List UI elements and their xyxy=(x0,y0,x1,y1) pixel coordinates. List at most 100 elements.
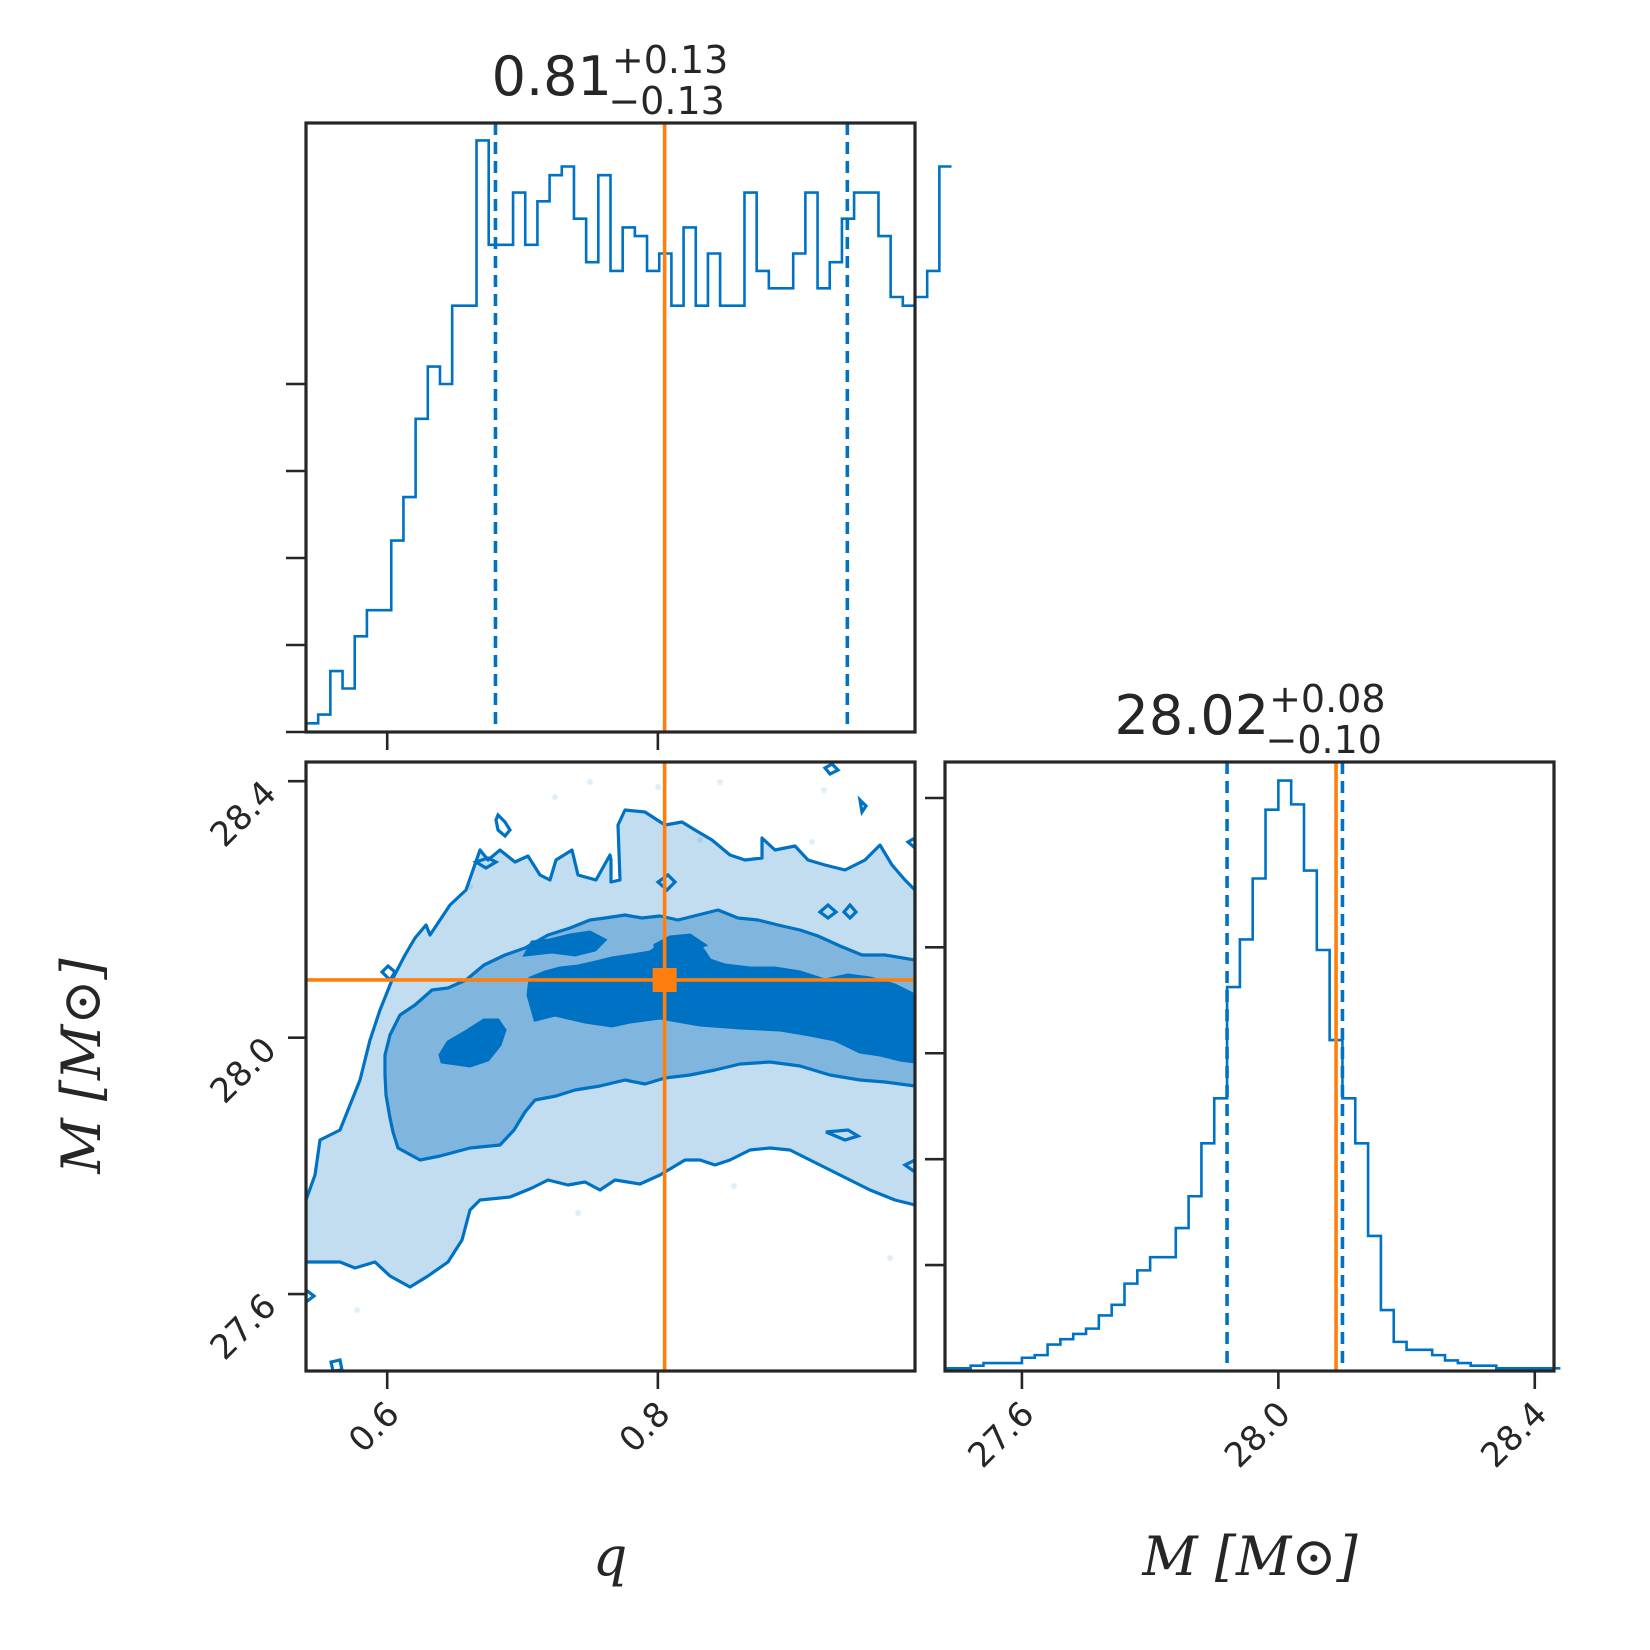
q-marginal-bin xyxy=(574,219,586,732)
q-marginal-bin xyxy=(866,193,878,732)
q-marginal-bin xyxy=(854,193,866,732)
M-marginal-bin xyxy=(1099,1315,1112,1371)
q-marginal-bin xyxy=(708,254,720,733)
q-marginal-panel: 0.81+0.13 −0.13 xyxy=(286,38,952,750)
q-marginal-bin xyxy=(818,288,830,732)
contour-inner-left xyxy=(438,1018,507,1068)
q-marginal-bin xyxy=(379,610,391,732)
q-marginal-bin xyxy=(744,193,756,732)
joint-ytick-label: 28.4 xyxy=(203,773,285,855)
M-marginal-bin xyxy=(1124,1284,1137,1371)
M-marginal-frame xyxy=(943,760,1556,1373)
q-marginal-bin xyxy=(403,497,415,732)
q-marginal-marks xyxy=(304,123,952,733)
q-marginal-bin xyxy=(367,610,379,732)
q-marginal-bin xyxy=(428,367,440,732)
M-marginal-bin xyxy=(1073,1334,1086,1371)
q-marginal-bin xyxy=(623,227,635,732)
q-marginal-bin xyxy=(513,193,525,732)
q-marginal-step xyxy=(304,139,952,732)
q-marginal-bin xyxy=(635,236,647,732)
q-marginal-bin xyxy=(732,306,744,732)
q-marginal-bin xyxy=(757,271,769,732)
M-marginal-bin xyxy=(1137,1270,1150,1371)
contour-inner-upper-right xyxy=(653,933,709,957)
M-marginal-title: 28.02+0.08 −0.10 xyxy=(1114,677,1385,762)
M-marginal-bin xyxy=(1035,1355,1048,1371)
M-marginal-bin xyxy=(1086,1329,1099,1371)
M-marginal-xtick-label: 28.4 xyxy=(1473,1394,1555,1476)
joint-xtick-label: 0.6 xyxy=(341,1394,408,1461)
M-marginal-bin xyxy=(1278,781,1291,1371)
joint-truth-marker xyxy=(652,967,677,992)
M-marginal-xtick-label: 28.0 xyxy=(1217,1394,1299,1476)
M-marginal-bin xyxy=(1291,804,1304,1371)
joint-ytick-label: 28.0 xyxy=(203,1030,285,1112)
q-plus: +0.13 xyxy=(612,38,728,82)
M-marginal-bin xyxy=(1227,987,1240,1371)
q-marginal-bin xyxy=(903,306,915,732)
M-marginal-bin xyxy=(1163,1257,1176,1371)
M-marginal-bin xyxy=(1240,939,1253,1371)
M-marginal-bin xyxy=(1022,1358,1035,1371)
M-minus: −0.10 xyxy=(1266,718,1382,762)
contour-inner-right xyxy=(526,936,915,1064)
q-marginal-bin xyxy=(684,227,696,732)
q-marginal-bin xyxy=(793,254,805,733)
joint-xtick-label: 0.8 xyxy=(612,1394,679,1461)
M-marginal-bin xyxy=(1368,1236,1381,1371)
joint-frame xyxy=(304,760,917,1373)
joint-ylabel: M [M⊙] xyxy=(50,958,113,1175)
q-marginal-bin xyxy=(355,636,367,732)
q-marginal-bin xyxy=(330,671,342,732)
q-marginal-bin xyxy=(830,262,842,732)
M-marginal-bin xyxy=(1189,1196,1202,1371)
q-marginal-ticks xyxy=(286,382,660,750)
q-minus: −0.13 xyxy=(608,79,724,123)
contour-inner-upper xyxy=(522,930,608,957)
M-marginal-bin xyxy=(1304,871,1317,1371)
q-marginal-bin xyxy=(878,236,890,732)
q-marginal-bin xyxy=(696,306,708,732)
M-marginal-bin xyxy=(1048,1345,1061,1371)
M-marginal-bin xyxy=(1266,810,1279,1371)
scatter-points xyxy=(354,779,893,1313)
q-marginal-bin xyxy=(611,271,623,732)
M-marginal-bin xyxy=(1407,1350,1420,1371)
M-marginal-bin xyxy=(1112,1305,1125,1371)
M-marginal-step xyxy=(943,779,1561,1371)
M-marginal-panel: 27.6 28.0 28.4 28.02+0.08 −0.10 M [M⊙] xyxy=(925,677,1561,1588)
q-marginal-title: 0.81+0.13 −0.13 xyxy=(492,38,729,123)
M-marginal-bin xyxy=(1394,1342,1407,1371)
M-marginal-marks xyxy=(943,762,1561,1371)
q-marginal-bin xyxy=(915,297,927,732)
q-marginal-bin xyxy=(598,175,610,732)
q-marginal-bin xyxy=(781,288,793,732)
q-marginal-bin xyxy=(391,541,403,732)
q-marginal-bin xyxy=(939,167,951,733)
M-marginal-bin xyxy=(1432,1355,1445,1371)
q-marginal-bin xyxy=(927,271,939,732)
q-marginal-bin xyxy=(537,201,549,732)
q-marginal-bin xyxy=(318,715,330,732)
q-marginal-bin xyxy=(671,306,683,732)
joint-panel: 0.6 0.8 28.4 28.0 27.6 q M [M⊙] xyxy=(50,760,917,1588)
M-marginal-bin xyxy=(1419,1350,1432,1371)
M-marginal-xlabel: M [M⊙] xyxy=(1141,1525,1358,1588)
joint-ytick-label: 27.6 xyxy=(203,1286,285,1368)
q-marginal-bin xyxy=(891,297,903,732)
M-median: 28.02 xyxy=(1114,684,1269,747)
M-marginal-bin xyxy=(1253,879,1266,1371)
q-median: 0.81 xyxy=(492,45,612,108)
q-marginal-bin xyxy=(416,419,428,732)
q-marginal-bin xyxy=(805,193,817,732)
q-marginal-bin xyxy=(769,288,781,732)
q-marginal-bin xyxy=(477,140,489,732)
M-marginal-bin xyxy=(1355,1143,1368,1371)
M-marginal-bin xyxy=(1060,1339,1073,1371)
M-marginal-bin xyxy=(1342,1098,1355,1371)
M-marginal-xtick-label: 27.6 xyxy=(960,1394,1042,1476)
q-marginal-bin xyxy=(720,306,732,732)
q-marginal-bin xyxy=(501,245,513,732)
